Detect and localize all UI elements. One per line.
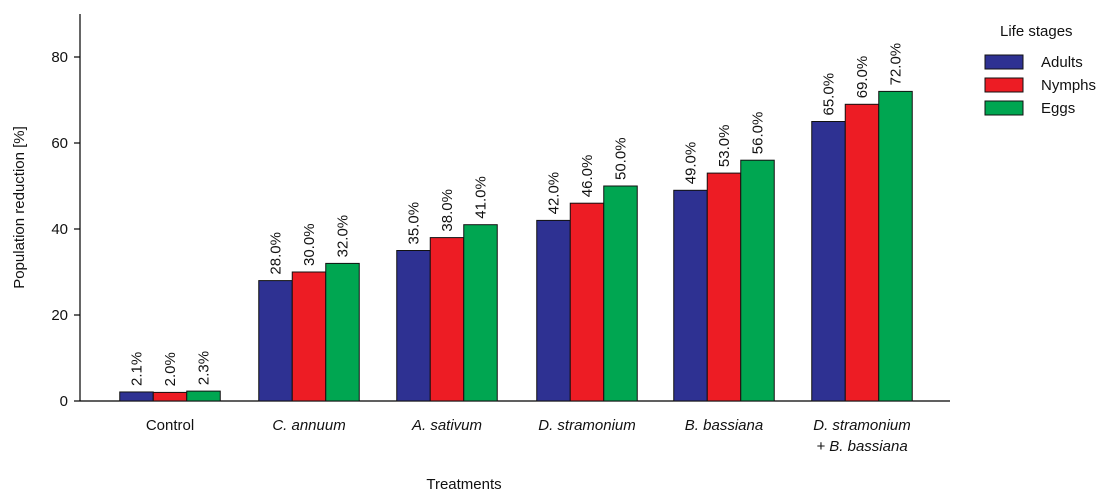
- bar-nymphs-1: [291, 271, 327, 402]
- x-category-label: D. stramonium: [813, 417, 911, 434]
- data-label: 32.0%: [335, 215, 352, 258]
- data-label: 35.0%: [406, 202, 423, 245]
- data-label: 42.0%: [546, 172, 563, 215]
- data-label: 38.0%: [439, 189, 456, 232]
- x-category-label: C. annuum: [272, 417, 345, 434]
- x-category-label: A. sativum: [411, 417, 482, 434]
- bar-eggs-1: [325, 262, 360, 402]
- bar-adults-1: [258, 280, 293, 402]
- legend-swatch-eggs: [984, 100, 1024, 116]
- axes: 0 20 40 60 80 Population reduction [%] Treatme…: [11, 14, 950, 491]
- bar-nymphs-2: [429, 237, 465, 402]
- data-label: 2.1%: [129, 352, 146, 386]
- bar-nymphs-4: [706, 172, 742, 402]
- bar-eggs-0: [186, 390, 221, 402]
- bar-eggs-2: [463, 224, 498, 402]
- legend-label-eggs: Eggs: [1041, 100, 1075, 117]
- x-category-label: B. bassiana: [685, 417, 763, 434]
- bar-adults-2: [396, 250, 431, 402]
- legend-label-adults: Adults: [1041, 54, 1083, 71]
- data-label: 69.0%: [854, 56, 871, 99]
- legend-title: Life stages: [1000, 23, 1073, 40]
- y-tick-label: 0: [60, 393, 68, 410]
- x-category-label: Control: [146, 417, 194, 434]
- y-tick-label: 60: [51, 135, 68, 152]
- bar-adults-3: [536, 219, 571, 402]
- bar-nymphs-3: [569, 202, 605, 402]
- legend-label-nymphs: Nymphs: [1041, 77, 1096, 94]
- data-label: 72.0%: [888, 43, 905, 86]
- x-category-label: + B. bassiana: [816, 438, 907, 455]
- y-tick-label: 40: [51, 221, 68, 238]
- bar-eggs-5: [878, 90, 913, 402]
- data-label: 56.0%: [750, 112, 767, 155]
- data-label: 46.0%: [579, 155, 596, 198]
- y-tick-label: 20: [51, 307, 68, 324]
- data-labels: 2.1% 2.0% 2.3% 28.0% 30.0% 32.0% 35.0% 38.0% 41.…: [129, 43, 905, 387]
- x-category-label: D. stramonium: [538, 417, 636, 434]
- bar-nymphs-5: [844, 103, 880, 402]
- legend: Life stages Adults Nymphs Eggs: [984, 23, 1096, 117]
- bar-adults-4: [673, 189, 708, 402]
- bars: [119, 90, 913, 402]
- y-tick-label: 80: [51, 49, 68, 66]
- data-label: 50.0%: [613, 137, 630, 180]
- data-label: 49.0%: [683, 142, 700, 185]
- bar-eggs-4: [740, 159, 775, 402]
- data-label: 53.0%: [716, 125, 733, 168]
- data-label: 2.3%: [196, 351, 213, 385]
- bar-nymphs-0: [152, 391, 188, 402]
- data-label: 65.0%: [821, 73, 838, 116]
- data-label: 41.0%: [473, 176, 490, 219]
- bar-adults-0: [119, 391, 154, 402]
- legend-swatch-nymphs: [984, 77, 1024, 93]
- y-axis-title: Population reduction [%]: [11, 126, 28, 289]
- data-label: 30.0%: [301, 223, 318, 266]
- legend-swatch-adults: [984, 54, 1024, 70]
- bar-eggs-3: [603, 185, 638, 402]
- data-label: 28.0%: [268, 232, 285, 275]
- data-label: 2.0%: [162, 352, 179, 386]
- bar-adults-5: [811, 121, 846, 402]
- x-axis-title: Treatments: [426, 476, 501, 491]
